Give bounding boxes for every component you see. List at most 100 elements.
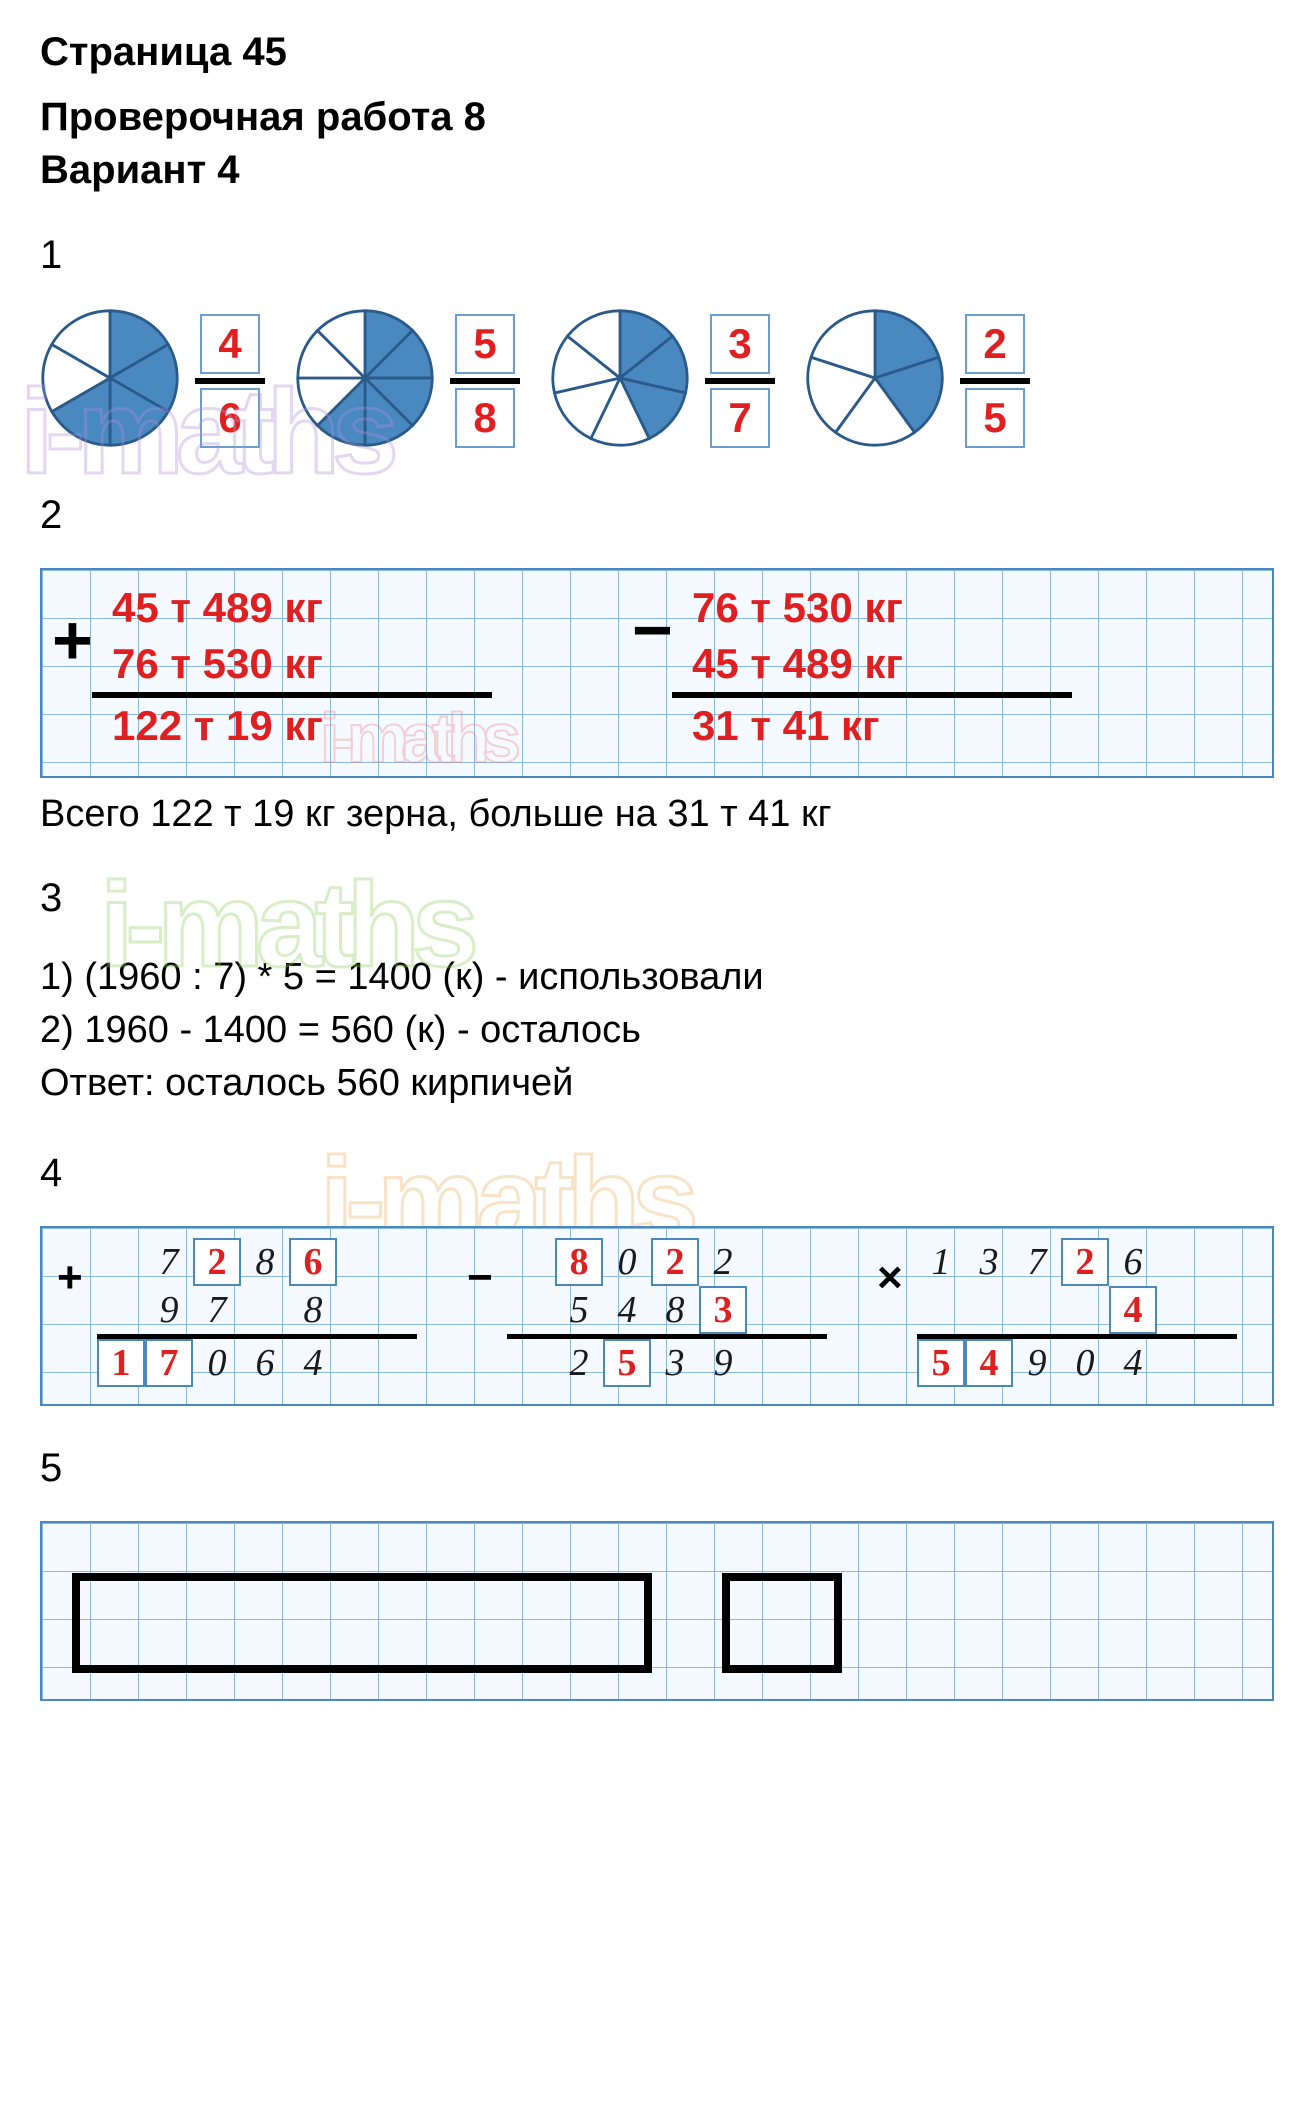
fraction-item: 58 [295,308,520,453]
problem3-solution: 1) (1960 : 7) * 5 = 1400 (к) - использов… [40,951,1274,1111]
digit-cell: 0 [603,1238,651,1286]
fraction-denominator: 8 [455,388,515,448]
fraction-box: 46 [195,314,265,448]
fraction-bar [450,378,520,384]
subtraction-column: − 76 т 530 кг 45 т 489 кг 31 т 41 кг [642,580,1142,766]
digit-cell: 9 [1013,1339,1061,1387]
sub-result: 31 т 41 кг [642,698,1142,754]
fraction-bar [195,378,265,384]
arithmetic-column: ×13726454904 [877,1238,1257,1394]
digit-cell: 1 [917,1238,965,1286]
add-line2: 76 т 530 кг [62,636,562,692]
page-label: Страница 45 [40,30,1274,75]
fraction-numerator: 5 [455,314,515,374]
operation-sign: × [877,1253,903,1303]
digit-cell: 7 [145,1238,193,1286]
problem2-answer: Всего 122 т 19 кг зерна, больше на 31 т … [40,793,1274,836]
digit-cell: 8 [651,1286,699,1334]
fraction-item: 46 [40,308,265,453]
fraction-denominator: 5 [965,388,1025,448]
fraction-denominator: 7 [710,388,770,448]
digit-cell: 2 [555,1339,603,1387]
pie-chart [295,308,435,453]
fraction-box: 25 [960,314,1030,448]
digit-cell: 2 [699,1238,747,1286]
digit-cell: 9 [145,1286,193,1334]
digit-cell: 2 [1061,1238,1109,1286]
digit-cell: 7 [145,1339,193,1387]
p3-answer: Ответ: осталось 560 кирпичей [40,1057,1274,1110]
digit-row: 17064 [97,1339,437,1387]
digit-row: 8022 [507,1238,847,1286]
digit-row: 7286 [97,1238,437,1286]
digit-row: 54904 [917,1339,1257,1387]
question-number-3: 3 [40,876,1274,921]
problem4-grid: +728697817064−802254832539×13726454904 [40,1226,1274,1406]
problem5-grid [40,1521,1274,1701]
digit-cell: 0 [193,1339,241,1387]
fraction-numerator: 2 [965,314,1025,374]
problem2-grid: + 45 т 489 кг 76 т 530 кг 122 т 19 кг − … [40,568,1274,778]
pie-chart [805,308,945,453]
digit-cell: 8 [555,1238,603,1286]
digit-cell: 6 [241,1339,289,1387]
digit-cell: 4 [1109,1286,1157,1334]
rectangle-small [722,1573,842,1673]
fraction-numerator: 4 [200,314,260,374]
digit-cell [1013,1286,1061,1334]
digit-cell [1061,1286,1109,1334]
rectangle-large [72,1573,652,1673]
question-number-1: 1 [40,233,1274,278]
digit-cell: 4 [289,1339,337,1387]
digit-row: 4 [917,1286,1257,1334]
digit-row: 978 [97,1286,437,1334]
digit-cell [507,1286,555,1334]
fraction-bar [705,378,775,384]
digit-cell: 3 [651,1339,699,1387]
digit-cell: 0 [1061,1339,1109,1387]
digit-cell: 3 [965,1238,1013,1286]
pie-chart [550,308,690,453]
digit-cell [965,1286,1013,1334]
p3-line1: 1) (1960 : 7) * 5 = 1400 (к) - использов… [40,951,1274,1004]
fraction-box: 58 [450,314,520,448]
addition-column: + 45 т 489 кг 76 т 530 кг 122 т 19 кг [62,580,562,766]
digit-cell: 4 [603,1286,651,1334]
digit-cell: 6 [289,1238,337,1286]
fraction-item: 37 [550,308,775,453]
question-number-5: 5 [40,1446,1274,1491]
fraction-denominator: 6 [200,388,260,448]
digit-row: 13726 [917,1238,1257,1286]
digit-cell [917,1286,965,1334]
digit-cell: 7 [193,1286,241,1334]
minus-sign: − [632,590,673,670]
digit-cell [507,1339,555,1387]
digit-cell: 5 [917,1339,965,1387]
digit-cell: 9 [699,1339,747,1387]
digit-cell: 1 [97,1339,145,1387]
digit-cell: 4 [1109,1339,1157,1387]
digit-cell [507,1238,555,1286]
fraction-numerator: 3 [710,314,770,374]
digit-cell: 8 [289,1286,337,1334]
digit-cell: 5 [555,1286,603,1334]
operation-sign: + [57,1253,83,1303]
fraction-box: 37 [705,314,775,448]
fractions-row: 46583725 [40,308,1274,453]
digit-cell: 5 [603,1339,651,1387]
test-label: Проверочная работа 8 [40,95,1274,140]
sub-line2: 45 т 489 кг [642,636,1142,692]
digit-cell: 6 [1109,1238,1157,1286]
digit-row: 2539 [507,1339,847,1387]
add-result: 122 т 19 кг [62,698,562,754]
digit-cell [97,1238,145,1286]
question-number-4: 4 [40,1151,1274,1196]
operation-sign: − [467,1253,493,1303]
digit-cell [97,1286,145,1334]
digit-cell: 7 [1013,1238,1061,1286]
fraction-item: 25 [805,308,1030,453]
sub-line1: 76 т 530 кг [642,580,1142,636]
digit-cell [241,1286,289,1334]
digit-cell: 2 [651,1238,699,1286]
arithmetic-column: −802254832539 [467,1238,847,1394]
